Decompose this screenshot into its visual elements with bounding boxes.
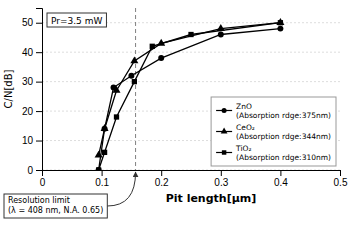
annotation-line: Resolution limit [8, 196, 70, 205]
annotation-frame [4, 194, 107, 218]
series-marker [95, 151, 103, 158]
series-marker [130, 56, 138, 63]
y-tick-label: 20 [22, 106, 34, 117]
y-tick-mark [36, 141, 42, 142]
annotation-text: Resolution limit(λ = 408 nm, N.A. 0.65) [8, 196, 103, 215]
legend-swatch-marker [222, 150, 226, 154]
legend: ZnO(Absorption rdge:375nm) CeO₂(Absorptio… [211, 97, 336, 166]
title-box: Pr=3.5 mW [47, 13, 106, 27]
x-tick-mark [161, 170, 162, 176]
y-tick-label: 40 [22, 47, 34, 58]
legend-item: TiO₂(Absorption rdge:310nm) [216, 144, 331, 162]
x-tick-label: 0.1 [95, 177, 109, 188]
x-tick-mark [280, 170, 281, 176]
y-tick: 50 [22, 17, 42, 28]
legend-label-line: (Absorption rdge:310nm) [236, 153, 331, 162]
legend-item: ZnO(Absorption rdge:375nm) [216, 102, 331, 120]
annotation-box: Resolution limit(λ = 408 nm, N.A. 0.65) [4, 194, 107, 218]
y-tick-mark [36, 52, 42, 53]
x-tick-label: 0 [40, 177, 46, 188]
legend-swatch-marker [222, 108, 227, 113]
y-axis-line [36, 9, 43, 171]
reference-line [135, 8, 136, 170]
series-marker [102, 150, 107, 155]
legend-label: ZnO(Absorption rdge:375nm) [236, 102, 331, 120]
y-tick: 0 [27, 165, 42, 176]
legend-label: TiO₂(Absorption rdge:310nm) [235, 144, 331, 162]
y-tick-label: 10 [22, 135, 34, 146]
legend-label-line: (Absorption rdge:344nm) [236, 132, 331, 141]
annotation-arrow [107, 172, 135, 206]
x-tick: 0 [40, 170, 46, 188]
y-tick: 20 [22, 106, 42, 117]
series-marker [128, 73, 134, 79]
series-marker [278, 20, 283, 25]
x-tick-label: 0.2 [155, 177, 169, 188]
x-tick: 0.2 [155, 170, 169, 188]
y-tick-label: 50 [22, 17, 34, 28]
legend-item: CeO₂(Absorption rdge:344nm) [216, 123, 331, 141]
series-marker [96, 167, 101, 170]
series-marker [150, 44, 155, 49]
series-marker [101, 124, 109, 131]
grid [42, 23, 340, 170]
chart: 0 0.1 0.2 0.3 0.4 0.5 0 10 20 30 40 50 Pit length[μm… [0, 0, 350, 225]
y-tick-mark [36, 23, 42, 24]
plot: 0 0.1 0.2 0.3 0.4 0.5 0 10 20 30 40 50 Pit length[μm… [3, 8, 348, 205]
series-marker [276, 18, 284, 25]
legend-label-line: (Absorption rdge:375nm) [236, 111, 331, 120]
series-marker [112, 86, 120, 93]
title: Pr=3.5 mW [51, 16, 102, 26]
legend-swatch-marker [221, 128, 228, 134]
series-marker [218, 32, 224, 38]
series-marker [96, 167, 102, 170]
x-tick: 0.1 [95, 170, 109, 188]
x-axis: 0 0.1 0.2 0.3 0.4 0.5 [40, 170, 348, 188]
legend-label: CeO₂(Absorption rdge:344nm) [236, 123, 331, 141]
y-axis: 0 10 20 30 40 50 [22, 9, 43, 176]
x-tick-mark [221, 170, 222, 176]
x-tick-label: 0.5 [334, 177, 348, 188]
y-tick-mark [36, 111, 42, 112]
y-tick-mark [36, 170, 42, 171]
y-tick: 30 [22, 76, 42, 87]
x-tick: 0.5 [334, 170, 348, 188]
grid-line [42, 52, 340, 53]
x-tick: 0.4 [274, 170, 288, 188]
x-tick-mark [340, 170, 341, 176]
x-axis-line [43, 171, 341, 177]
y-tick-mark [36, 82, 42, 83]
series-marker [132, 79, 137, 84]
series-marker [277, 26, 283, 32]
y-tick-label: 0 [27, 165, 33, 176]
series-marker [158, 55, 164, 61]
x-axis-title: Pit length[μm] [166, 192, 257, 205]
x-tick: 0.3 [214, 170, 228, 188]
legend-frame [211, 97, 336, 166]
y-axis-title: C/N[dB] [3, 69, 14, 108]
y-tick-label: 30 [22, 76, 34, 87]
x-tick-mark [102, 170, 103, 176]
grid-line [42, 81, 340, 82]
y-tick: 10 [22, 135, 42, 146]
y-tick: 40 [22, 47, 42, 58]
series-marker [188, 32, 193, 37]
annotation-line: (λ = 408 nm, N.A. 0.65) [8, 206, 103, 215]
reference-lines [135, 8, 136, 170]
x-tick-label: 0.4 [274, 177, 288, 188]
series-marker [114, 114, 119, 119]
title-frame [47, 13, 106, 27]
x-tick-label: 0.3 [214, 177, 228, 188]
